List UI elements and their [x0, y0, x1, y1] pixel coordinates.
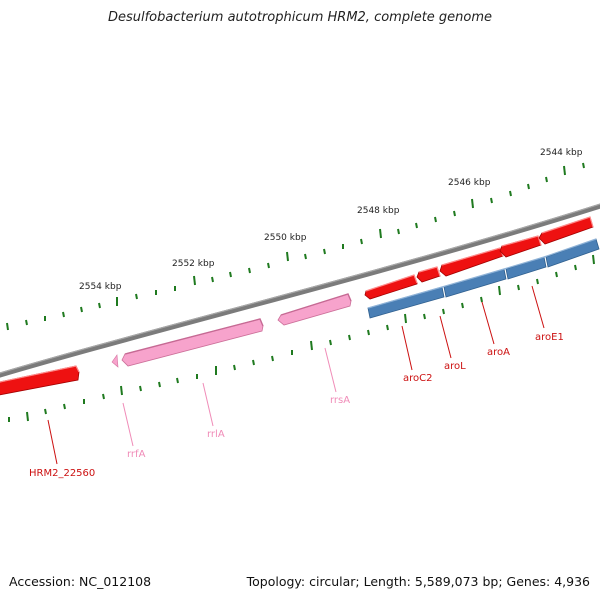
gene-arrow-aroC2[interactable] [364, 274, 418, 300]
feature-label-rrsA[interactable]: rrsA [330, 395, 350, 406]
lower-scale-track [8, 254, 595, 422]
feature-label-aroE1[interactable]: aroE1 [535, 332, 564, 343]
scale-label: 2544 kbp [540, 148, 583, 158]
gene-block[interactable] [505, 256, 547, 280]
scale-label: 2550 kbp [264, 233, 307, 243]
reverse-strand-genes [367, 238, 600, 319]
rna-features [111, 293, 352, 368]
scale-label: 2552 kbp [172, 259, 215, 269]
feature-label-aroA[interactable]: aroA [487, 347, 510, 358]
rna-arrow-rrlA[interactable] [121, 318, 264, 367]
feature-label-rrlA[interactable]: rrlA [207, 429, 225, 440]
feature-label-rrfA[interactable]: rrfA [127, 449, 146, 460]
gene-arrow-aroE1[interactable] [499, 235, 542, 258]
genome-backbone [0, 203, 600, 378]
rna-arrow-rrsA[interactable] [277, 293, 352, 326]
feature-labels: HRM2_22560 rrfA rrlA rrsA aroC2 aroL aro… [29, 332, 564, 479]
rna-arrow-rrfA[interactable] [111, 354, 119, 368]
map-title: Desulfobacterium autotrophicum HRM2, com… [107, 10, 493, 25]
forward-strand-genes [0, 216, 594, 396]
genome-backbone-highlight [0, 203, 600, 374]
scale-labels: 2544 kbp 2546 kbp 2548 kbp 2550 kbp 2552… [79, 148, 583, 292]
accession-text: Accession: NC_012108 [9, 574, 152, 589]
feature-label-aroC2[interactable]: aroC2 [403, 373, 432, 384]
scale-label: 2546 kbp [448, 178, 491, 188]
scale-label: 2554 kbp [79, 282, 122, 292]
genome-summary-text: Topology: circular; Length: 5,589,073 bp… [246, 574, 590, 589]
label-leaders [47, 285, 545, 465]
upper-scale-track [6, 162, 585, 331]
feature-label-aroL[interactable]: aroL [444, 361, 466, 372]
feature-label-HRM2_22560[interactable]: HRM2_22560 [29, 468, 95, 479]
scale-label: 2548 kbp [357, 206, 400, 216]
